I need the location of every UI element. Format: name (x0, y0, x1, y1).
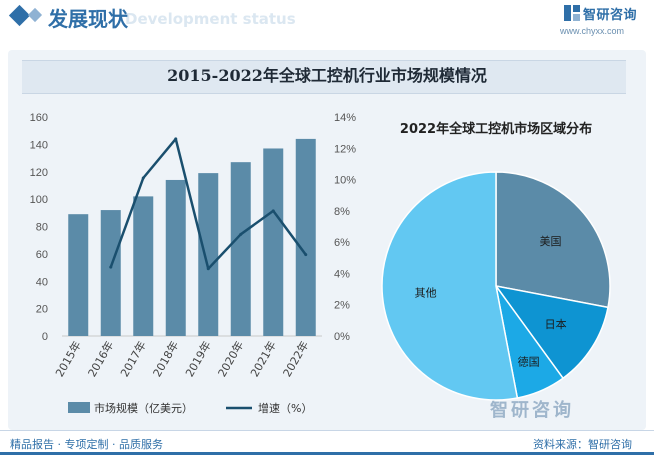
growth-rate-point (206, 267, 210, 271)
pie-slice (381, 171, 519, 401)
main-chart-title: 2015-2022年全球工控机行业市场规模情况 (167, 66, 487, 85)
bar (263, 148, 284, 336)
right-axis-tick: 8% (334, 206, 350, 218)
legend-label: 增速（%） (258, 401, 312, 415)
legend-label: 市场规模（亿美元） (94, 401, 193, 415)
growth-rate-point (271, 209, 275, 213)
left-axis-tick: 160 (30, 112, 48, 124)
pie-slice (494, 284, 609, 380)
brand-url: www.chyxx.com (560, 26, 625, 36)
growth-rate-point (109, 265, 113, 269)
right-axis-tick: 10% (334, 175, 356, 187)
brand-name: 智研咨询 (583, 8, 638, 23)
x-axis-tick-label: 2018年 (150, 339, 182, 380)
brand-logo-icon (564, 5, 580, 21)
x-axis-tick-label: 2016年 (85, 339, 117, 380)
growth-rate-point (174, 137, 178, 141)
pie-slice-label: 德国 (518, 354, 540, 368)
x-axis-tick-label: 2020年 (215, 339, 247, 380)
footer-band (0, 452, 654, 455)
title-banner (22, 60, 626, 94)
pie-slice (495, 171, 611, 309)
bar (68, 214, 89, 336)
right-axis-tick: 12% (334, 143, 356, 155)
left-axis-tick: 100 (30, 194, 48, 206)
bar (133, 196, 154, 336)
left-axis-tick: 20 (36, 304, 48, 316)
bar (198, 173, 219, 336)
bar (100, 210, 121, 336)
left-axis-tick: 0 (42, 331, 48, 343)
x-axis-tick-label: 2015年 (52, 339, 84, 380)
x-axis-tick-label: 2019年 (182, 339, 214, 380)
left-axis-tick: 120 (30, 167, 48, 179)
right-axis-tick: 0% (334, 331, 350, 343)
section-subtitle: Development status (125, 10, 296, 28)
left-axis-tick: 140 (30, 139, 48, 151)
header: Development status 发展现状 智研咨询 www.chyxx.c… (0, 0, 654, 44)
x-axis-tick-label: 2022年 (280, 339, 312, 380)
right-axis-tick: 4% (334, 268, 350, 280)
left-axis-tick: 60 (36, 249, 48, 261)
growth-rate-point (141, 176, 145, 180)
growth-rate-point (304, 253, 308, 257)
watermark-brand: 智研咨询 (490, 400, 574, 421)
left-axis-tick: 80 (36, 222, 48, 234)
x-axis-tick-label: 2021年 (247, 339, 279, 380)
bar (230, 162, 251, 336)
right-axis-tick: 6% (334, 237, 350, 249)
pie-slice-label: 其他 (415, 287, 437, 300)
bar (165, 179, 186, 336)
legend-swatch-bar (68, 402, 90, 413)
left-axis-tick: 40 (36, 276, 48, 288)
pie-slice-label: 日本 (545, 317, 567, 331)
growth-rate-point (239, 232, 243, 236)
bar (295, 138, 316, 336)
section-title: 发展现状 (48, 7, 128, 31)
right-axis-tick: 2% (334, 300, 350, 312)
x-axis-tick-label: 2017年 (117, 339, 149, 380)
footer-source: 资料来源：智研咨询 (533, 438, 632, 451)
pie-chart-title: 2022年全球工控机市场区域分布 (400, 121, 592, 137)
pie-slice-label: 美国 (539, 235, 561, 248)
footer-tagline: 精品报告 · 专项定制 · 品质服务 (10, 438, 163, 451)
footer-divider (0, 430, 654, 431)
right-axis-tick: 14% (334, 112, 356, 124)
